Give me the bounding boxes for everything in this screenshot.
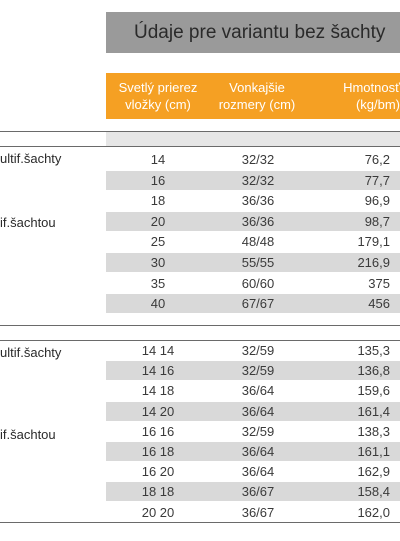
table-row: 40 67/67 456 — [106, 294, 400, 315]
cell-outer-size: 48/48 — [241, 234, 275, 250]
cell-inner-size: 14 16 — [141, 363, 175, 379]
table-row: 16 32/32 77,7 — [106, 170, 400, 191]
section-header-band — [106, 132, 400, 146]
header-inner-size-line1: Svetlý prierez — [118, 80, 198, 95]
table-row: 14 20 36/64 161,4 — [106, 401, 400, 422]
cell-outer-size: 36/67 — [241, 504, 275, 520]
row-group-label: if.šachtou — [0, 215, 56, 230]
header-weight-line2: (kg/bm) — [355, 97, 400, 112]
cell-outer-size: 36/67 — [241, 484, 275, 500]
cell-inner-size: 20 20 — [141, 504, 175, 520]
cell-outer-size: 36/64 — [241, 444, 275, 459]
cell-outer-size: 36/36 — [241, 213, 275, 229]
cell-outer-size: 32/59 — [241, 343, 275, 358]
cell-outer-size: 36/36 — [241, 193, 275, 209]
header-weight: Hmotnosť (kg/bm) — [322, 79, 400, 113]
cell-weight: 161,1 — [357, 444, 390, 459]
header-outer-size: Vonkajšie rozmery (cm) — [212, 79, 302, 113]
cell-weight: 76,2 — [364, 152, 390, 167]
section-divider — [0, 325, 400, 326]
cell-inner-size: 14 14 — [141, 343, 175, 358]
cell-weight: 98,7 — [364, 213, 390, 229]
table-row: 30 55/55 216,9 — [106, 253, 400, 273]
table-row: 16 20 36/64 162,9 — [106, 462, 400, 483]
cell-inner-size: 18 18 — [141, 484, 175, 500]
cell-outer-size: 32/32 — [241, 152, 275, 167]
cell-inner-size: 16 16 — [141, 423, 175, 439]
cell-inner-size: 14 — [150, 152, 166, 167]
table-row: 35 60/60 375 — [106, 273, 400, 294]
cell-inner-size: 40 — [150, 296, 166, 312]
section-divider — [0, 131, 400, 132]
cell-weight: 375 — [368, 275, 390, 291]
cell-inner-size: 14 20 — [141, 403, 175, 419]
header-weight-line1: Hmotnosť — [343, 80, 400, 95]
column-header-row: Svetlý prierez vložky (cm) Vonkajšie roz… — [106, 73, 400, 119]
table-title-text: Údaje pre variantu bez šachty — [134, 21, 386, 43]
cell-weight: 162,0 — [357, 504, 390, 520]
table-row: 25 48/48 179,1 — [106, 232, 400, 253]
header-inner-size-line2: vložky (cm) — [125, 97, 191, 112]
cell-weight: 77,7 — [364, 172, 390, 188]
cell-weight: 96,9 — [364, 193, 390, 209]
cell-inner-size: 16 20 — [141, 464, 175, 480]
row-group-label: ultif.šachty — [0, 151, 62, 166]
header-outer-size-line2: rozmery (cm) — [218, 97, 296, 112]
cell-weight: 136,8 — [357, 363, 390, 379]
table-row: 14 18 36/64 159,6 — [106, 381, 400, 402]
cell-outer-size: 36/64 — [241, 464, 275, 480]
header-inner-size: Svetlý prierez vložky (cm) — [106, 79, 210, 113]
cell-inner-size: 18 — [150, 193, 166, 209]
cell-outer-size: 36/64 — [241, 383, 275, 399]
cell-outer-size: 36/64 — [241, 403, 275, 419]
cell-weight: 162,9 — [357, 464, 390, 480]
cell-outer-size: 32/32 — [241, 172, 275, 188]
cell-inner-size: 20 — [150, 213, 166, 229]
cell-outer-size: 67/67 — [241, 296, 275, 312]
cell-inner-size: 16 — [150, 172, 166, 188]
cell-inner-size: 25 — [150, 234, 166, 250]
row-group-label: if.šachtou — [0, 427, 56, 442]
table-row: 18 18 36/67 158,4 — [106, 482, 400, 503]
cell-weight: 138,3 — [357, 423, 390, 439]
table-row: 14 14 32/59 135,3 — [106, 341, 400, 361]
cell-outer-size: 32/59 — [241, 423, 275, 439]
section-divider — [0, 146, 400, 147]
cell-weight: 158,4 — [357, 484, 390, 500]
cell-outer-size: 60/60 — [241, 275, 275, 291]
cell-weight: 179,1 — [357, 234, 390, 250]
section-divider — [0, 340, 400, 341]
cell-inner-size: 14 18 — [141, 383, 175, 399]
cell-inner-size: 30 — [150, 255, 166, 270]
cell-weight: 159,6 — [357, 383, 390, 399]
table-title: Údaje pre variantu bez šachty — [106, 12, 400, 53]
cell-weight: 161,4 — [357, 403, 390, 419]
cell-outer-size: 32/59 — [241, 363, 275, 379]
cell-outer-size: 55/55 — [241, 255, 275, 270]
cell-weight: 456 — [368, 296, 390, 312]
table-row: 14 32/32 76,2 — [106, 150, 400, 170]
header-outer-size-line1: Vonkajšie — [229, 80, 285, 95]
cell-weight: 135,3 — [357, 343, 390, 358]
table-row: 16 16 32/59 138,3 — [106, 421, 400, 442]
table-row: 14 16 32/59 136,8 — [106, 361, 400, 382]
cell-inner-size: 35 — [150, 275, 166, 291]
table-row: 16 18 36/64 161,1 — [106, 442, 400, 462]
table-row: 20 20 36/67 162,0 — [106, 502, 400, 523]
table-bottom-line — [0, 522, 400, 523]
cell-inner-size: 16 18 — [141, 444, 175, 459]
cell-weight: 216,9 — [357, 255, 390, 270]
row-group-label: ultif.šachty — [0, 345, 62, 360]
table-row: 20 36/36 98,7 — [106, 211, 400, 232]
table-row: 18 36/36 96,9 — [106, 191, 400, 212]
